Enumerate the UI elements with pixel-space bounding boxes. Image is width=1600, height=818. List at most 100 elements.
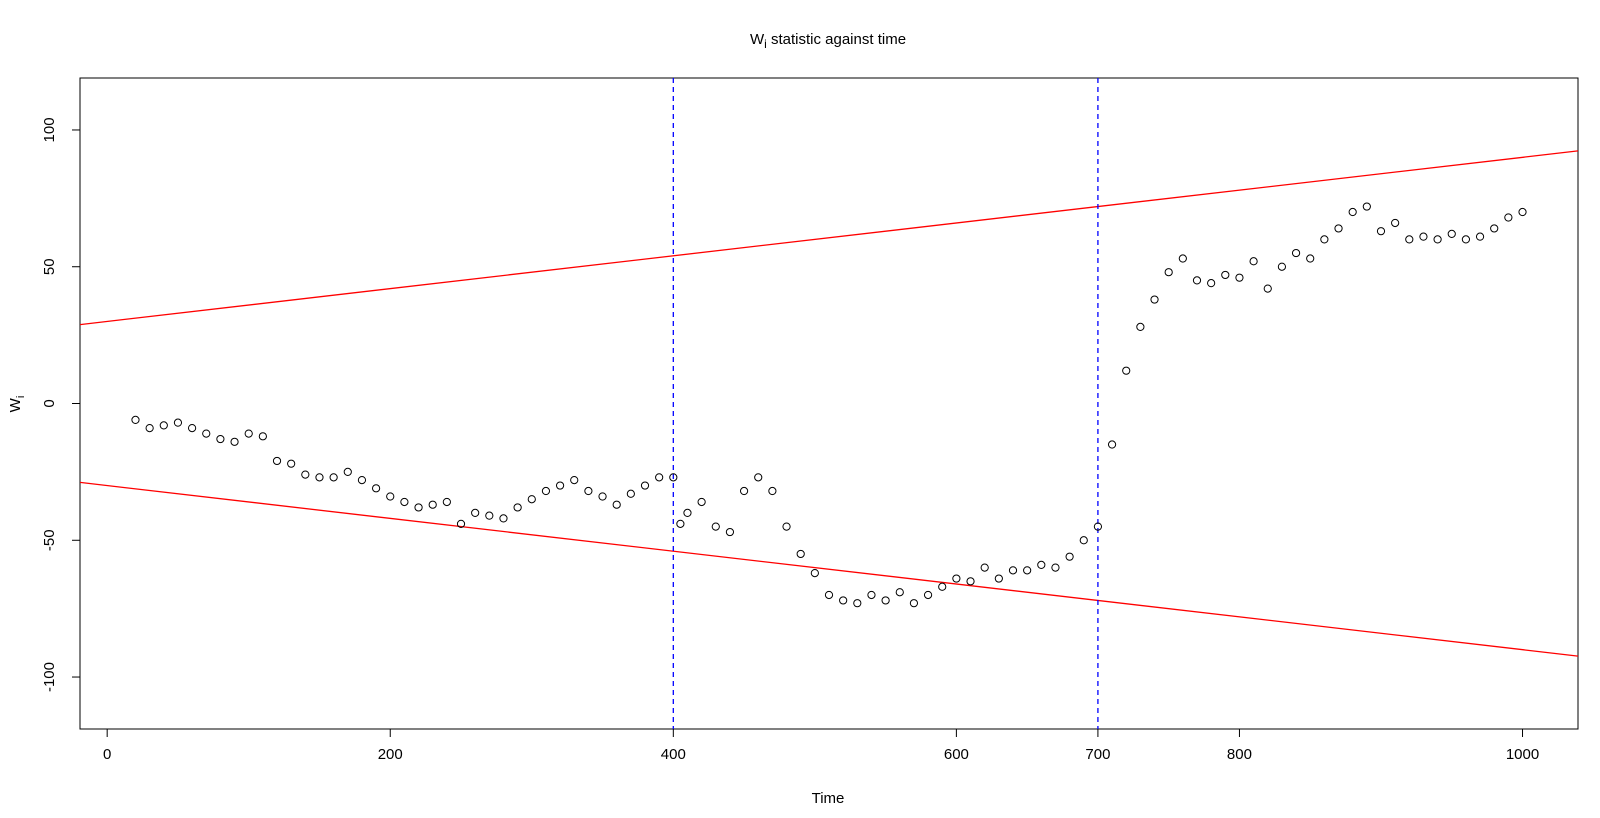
title-rest: statistic against time: [767, 31, 906, 48]
title-base: W: [750, 31, 765, 48]
data-point: [456, 519, 466, 528]
data-point: [1093, 522, 1103, 531]
data-point: [994, 574, 1003, 583]
data-point: [980, 563, 989, 572]
data-point: [131, 415, 140, 425]
data-point: [357, 475, 367, 485]
data-point: [1107, 440, 1117, 449]
x-tick-label: 700: [1085, 746, 1110, 763]
data-point: [1079, 536, 1088, 545]
data-point: [598, 492, 607, 501]
x-tick-label: 1000: [1506, 746, 1539, 763]
y-tick-label: 50: [41, 258, 58, 275]
data-point: [1334, 224, 1343, 233]
data-point: [1249, 257, 1258, 266]
data-point: [676, 519, 685, 528]
data-point: [159, 421, 168, 430]
data-point: [853, 599, 862, 608]
data-point: [725, 527, 735, 537]
data-point: [1348, 207, 1357, 217]
title-subscript: i: [764, 37, 767, 51]
data-point: [301, 470, 310, 479]
y-tick-label: -100: [41, 662, 58, 692]
data-point: [343, 467, 352, 476]
data-point: [400, 497, 409, 507]
data-point: [754, 473, 763, 482]
data-point: [881, 596, 890, 605]
data-point: [1433, 235, 1442, 244]
data-point: [1178, 254, 1187, 263]
data-point: [371, 484, 381, 493]
data-point: [1008, 566, 1018, 575]
data-point: [386, 492, 395, 501]
data-point: [1362, 202, 1371, 211]
data-point: [1263, 284, 1272, 293]
y-tick-label: 100: [41, 117, 58, 142]
data-point: [584, 486, 593, 496]
data-point: [966, 577, 975, 586]
data-point: [1221, 270, 1230, 280]
data-point: [782, 522, 791, 531]
data-point: [1122, 366, 1131, 375]
x-tick-label: 200: [378, 746, 403, 763]
data-point: [187, 424, 197, 433]
data-point: [768, 486, 777, 496]
data-point: [1461, 235, 1471, 244]
data-point: [1419, 232, 1428, 241]
data-point: [287, 459, 296, 468]
y-tick-label: -50: [41, 529, 58, 551]
x-tick-label: 600: [944, 746, 969, 763]
data-point: [329, 473, 338, 482]
data-point: [541, 486, 551, 496]
data-point: [1320, 235, 1329, 244]
data-point: [711, 522, 720, 531]
data-point: [640, 481, 650, 490]
data-point: [1023, 566, 1032, 575]
data-point: [655, 473, 664, 482]
data-point: [499, 514, 508, 523]
data-point: [626, 489, 635, 498]
data-point: [697, 497, 706, 507]
data-point: [1277, 262, 1287, 271]
ylabel-base: W: [7, 397, 24, 412]
data-point: [669, 473, 678, 482]
data-point: [612, 500, 621, 509]
data-point: [1136, 322, 1145, 332]
data-point: [272, 456, 282, 466]
data-point: [513, 503, 522, 512]
y-axis-label: Wi: [7, 396, 27, 413]
y-tick-label: 0: [41, 399, 58, 407]
data-point: [1065, 552, 1074, 561]
data-point: [1518, 207, 1527, 217]
data-point: [442, 497, 451, 507]
plot-area: [80, 78, 1578, 729]
data-point: [1475, 232, 1485, 241]
data-point: [796, 549, 805, 559]
data-point: [839, 596, 848, 605]
data-point: [1164, 268, 1173, 277]
data-point: [1376, 227, 1386, 236]
data-point: [1490, 224, 1499, 233]
data-point: [230, 437, 239, 446]
ylabel-subscript: i: [15, 396, 27, 398]
data-point: [485, 511, 494, 520]
data-point: [527, 495, 536, 504]
data-point: [938, 582, 947, 591]
plot-frame: [79, 77, 1579, 730]
x-axis-label: Time: [812, 790, 845, 807]
data-point: [202, 429, 211, 438]
data-point: [1504, 213, 1513, 222]
data-point: [739, 486, 749, 496]
data-point: [952, 574, 961, 583]
data-point: [1447, 229, 1456, 239]
data-point: [1391, 218, 1400, 228]
data-point: [867, 590, 876, 600]
chart-title: Wi statistic against time: [750, 31, 906, 51]
data-point: [1037, 560, 1046, 569]
data-point: [1405, 235, 1414, 244]
data-point: [810, 568, 819, 578]
data-point: [471, 508, 480, 518]
data-point: [895, 588, 904, 597]
